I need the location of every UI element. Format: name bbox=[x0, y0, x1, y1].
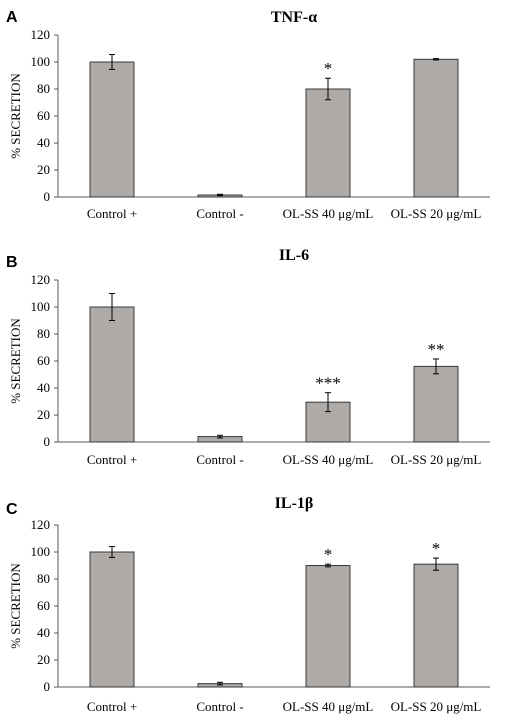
bar bbox=[89, 61, 135, 198]
category-label: OL-SS 40 μg/mL bbox=[283, 452, 374, 467]
bar bbox=[413, 58, 459, 198]
chart-title: IL-6 bbox=[279, 247, 309, 264]
y-tick-label: 60 bbox=[37, 108, 50, 123]
category-label: OL-SS 20 μg/mL bbox=[391, 452, 482, 467]
y-tick-label: 120 bbox=[31, 27, 51, 42]
y-tick-label: 120 bbox=[31, 517, 51, 532]
chart-panel-a: A TNF-α % SECRETION 0 20 40 60 80 100 120 Control … bbox=[6, 9, 490, 221]
y-tick-label: 60 bbox=[37, 598, 50, 613]
significance-marker: *** bbox=[315, 374, 341, 393]
bar bbox=[413, 365, 459, 443]
chart-panel-b: B IL-6 % SECRETION 0 20 40 60 80 100 120 Control +… bbox=[6, 247, 490, 467]
category-label: Control + bbox=[87, 699, 137, 714]
y-tick-label: 100 bbox=[31, 544, 51, 559]
bar bbox=[413, 563, 459, 688]
significance-marker: * bbox=[324, 545, 333, 564]
category-label: OL-SS 20 μg/mL bbox=[391, 206, 482, 221]
bar bbox=[89, 551, 135, 688]
y-tick-label: 20 bbox=[37, 162, 50, 177]
y-axis-label: % SECRETION bbox=[8, 73, 23, 159]
significance-marker: ** bbox=[428, 340, 445, 359]
chart-title: TNF-α bbox=[271, 9, 317, 26]
y-tick-label: 0 bbox=[44, 434, 51, 449]
panel-letter: B bbox=[6, 254, 18, 271]
chart-panel-c: C IL-1β % SECRETION 0 20 40 60 80 100 120 Control … bbox=[6, 495, 490, 714]
y-tick-label: 40 bbox=[37, 135, 50, 150]
y-axis-label: % SECRETION bbox=[8, 563, 23, 649]
y-tick-label: 20 bbox=[37, 407, 50, 422]
y-tick-label: 100 bbox=[31, 54, 51, 69]
y-tick-label: 80 bbox=[37, 326, 50, 341]
y-tick-label: 60 bbox=[37, 353, 50, 368]
category-label: OL-SS 40 μg/mL bbox=[283, 699, 374, 714]
category-label: Control + bbox=[87, 206, 137, 221]
significance-marker: * bbox=[432, 539, 441, 558]
y-axis-label: % SECRETION bbox=[8, 318, 23, 404]
y-tick-label: 80 bbox=[37, 571, 50, 586]
y-tick-label: 0 bbox=[44, 189, 51, 204]
bar bbox=[305, 565, 351, 688]
y-tick-label: 100 bbox=[31, 299, 51, 314]
category-label: OL-SS 20 μg/mL bbox=[391, 699, 482, 714]
category-label: Control - bbox=[196, 206, 243, 221]
y-tick-label: 80 bbox=[37, 81, 50, 96]
y-tick-label: 120 bbox=[31, 272, 51, 287]
significance-marker: * bbox=[324, 59, 333, 78]
panel-letter: A bbox=[6, 9, 18, 26]
category-label: Control + bbox=[87, 452, 137, 467]
chart-title: IL-1β bbox=[275, 495, 314, 512]
category-label: Control - bbox=[196, 452, 243, 467]
y-tick-label: 0 bbox=[44, 679, 51, 694]
category-label: Control - bbox=[196, 699, 243, 714]
bar bbox=[89, 306, 135, 443]
bar bbox=[305, 88, 351, 198]
panel-letter: C bbox=[6, 501, 18, 518]
y-tick-label: 40 bbox=[37, 625, 50, 640]
y-tick-label: 20 bbox=[37, 652, 50, 667]
category-label: OL-SS 40 μg/mL bbox=[283, 206, 374, 221]
y-tick-label: 40 bbox=[37, 380, 50, 395]
